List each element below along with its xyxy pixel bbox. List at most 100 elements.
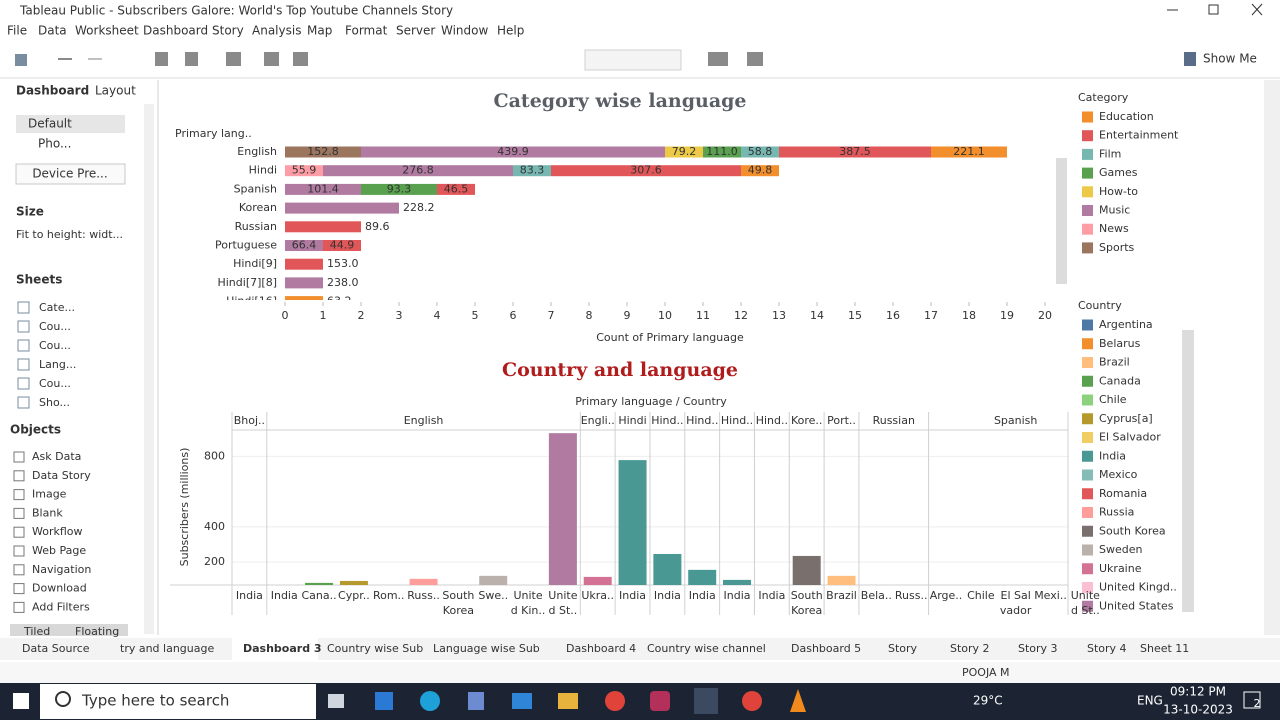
search-placeholder[interactable]: Type here to search [81,692,229,710]
legend-entry[interactable]: Music [1099,204,1130,217]
legend-entry[interactable]: Mexico [1099,468,1138,481]
legend-scroll-thumb[interactable] [1182,330,1194,612]
x-tick-label: Unite d St.. [548,589,577,617]
object-item[interactable]: Add Filters [32,600,90,613]
menu-item[interactable]: Story [212,24,244,38]
chart-scroll-thumb[interactable] [1056,158,1067,284]
size-value[interactable]: Fit to height: widt... [16,228,123,241]
legend-entry[interactable]: Cyprus[a] [1099,412,1153,425]
legend-entry[interactable]: United Kingd.. [1099,581,1177,594]
layout-toggle[interactable] [10,624,128,636]
main-scroll[interactable] [1264,80,1280,635]
legend-entry[interactable]: Russia [1099,506,1134,519]
sheet-tab[interactable]: Story 2 [950,642,990,655]
menu-item[interactable]: Data [38,24,67,38]
menu-item[interactable]: Dashboard [143,24,208,38]
sheet-item[interactable]: Cou... [39,339,71,352]
group-label: Russian [873,414,915,427]
sheet-tab[interactable]: Dashboard 5 [791,642,861,655]
legend-entry[interactable]: Sweden [1099,543,1142,556]
show-me[interactable]: Show Me [1203,52,1257,66]
search-box[interactable] [40,684,316,719]
left-scroll[interactable] [144,104,154,634]
menu-item[interactable]: Analysis [252,24,301,38]
legend-entry[interactable]: Brazil [1099,356,1130,369]
toolbar-icons[interactable] [15,49,1196,71]
object-item[interactable]: Data Story [32,469,91,482]
sheet-tab[interactable]: Story [888,642,918,655]
bar [792,555,821,585]
object-item[interactable]: Workflow [32,525,83,538]
legend-entry[interactable]: Belarus [1099,337,1141,350]
sheet-item[interactable]: Sho... [39,396,70,409]
menu-item[interactable]: Help [497,24,524,38]
sheet-tab[interactable]: Story 3 [1018,642,1058,655]
sheet-tab[interactable]: Sheet 11 [1140,642,1189,655]
legend-entry[interactable]: Film [1099,147,1121,160]
menu-item[interactable]: File [7,24,27,38]
taskbar-icons[interactable] [13,688,1261,714]
menu-item[interactable]: Window [441,24,489,38]
sheet-tab[interactable]: try and language [120,642,214,655]
legend-entry[interactable]: Games [1099,166,1138,179]
legend-entry[interactable]: United States [1099,599,1174,612]
panel-tab[interactable]: Dashboard [16,84,89,98]
notification-count[interactable]: 2 [1254,697,1261,710]
object-item[interactable]: Navigation [32,563,91,576]
legend-entry[interactable]: Ukraine [1099,562,1142,575]
sheet-tab[interactable]: Language wise Sub [433,642,540,655]
sheet-tab[interactable]: Story 4 [1087,642,1127,655]
legend-entry[interactable]: Canada [1099,374,1141,387]
object-item[interactable]: Blank [32,506,63,519]
legend-entry[interactable]: Sports [1099,241,1135,254]
menu-item[interactable]: Server [396,24,435,38]
legend-entry[interactable]: Romania [1099,487,1147,500]
legend-entry[interactable]: Entertainment [1099,129,1179,142]
bar [653,554,682,585]
legend-entry[interactable]: India [1099,449,1126,462]
sheet-item[interactable]: Cou... [39,320,71,333]
device-selected[interactable] [16,115,125,133]
legend-entry[interactable]: South Korea [1099,524,1166,537]
bar-segment [323,240,361,251]
input-language[interactable]: ENG [1137,694,1163,708]
x-tick-label: Rom.. [373,589,405,602]
object-item[interactable]: Download [32,582,87,595]
legend-entry[interactable]: El Salvador [1099,431,1161,444]
legend-swatch [1082,375,1093,387]
legend-entry[interactable]: How-to [1099,185,1138,198]
sheet-tab[interactable]: Country wise Sub [327,642,423,655]
legend-entry[interactable]: Argentina [1099,318,1153,331]
x-tick-label: Brazil [826,589,857,602]
object-item[interactable]: Image [32,488,67,501]
sheet-item[interactable]: Cate... [39,301,75,314]
layout-mode[interactable]: Tiled [23,625,50,638]
legend-entry[interactable]: Chile [1099,393,1127,406]
legend-entry[interactable]: News [1099,222,1129,235]
device-preview-button[interactable] [15,163,126,185]
sheet-tab[interactable]: Country wise channel [647,642,766,655]
device-option[interactable]: Default [28,117,72,131]
object-item[interactable]: Ask Data [32,450,81,463]
object-item[interactable]: Web Page [32,544,86,557]
bar-segment [285,165,323,177]
x-tick-label: 16 [886,309,900,322]
user-name[interactable]: POOJA M [962,666,1010,679]
sheet-tab[interactable]: Data Source [22,642,90,655]
menu-item[interactable]: Worksheet [75,24,139,38]
sheet-tab[interactable]: Dashboard 3 [243,642,322,655]
menu-item[interactable]: Format [345,24,388,38]
menu-item[interactable]: Map [307,24,332,38]
x-tick-label: Cypr.. [338,589,370,602]
layout-mode[interactable]: Floating [75,625,119,638]
legend-swatch [1082,111,1093,123]
legend-entry[interactable]: Education [1099,110,1154,123]
device-preview[interactable]: Device Pre... [32,167,107,181]
sheet-item[interactable]: Lang... [39,358,76,371]
panel-tab[interactable]: Layout [95,84,136,98]
device-option[interactable]: Pho... [38,137,71,151]
sheet-item[interactable]: Cou... [39,377,71,390]
sheet-tab[interactable]: Dashboard 4 [566,642,636,655]
x-tick-label: South Korea [442,589,474,617]
